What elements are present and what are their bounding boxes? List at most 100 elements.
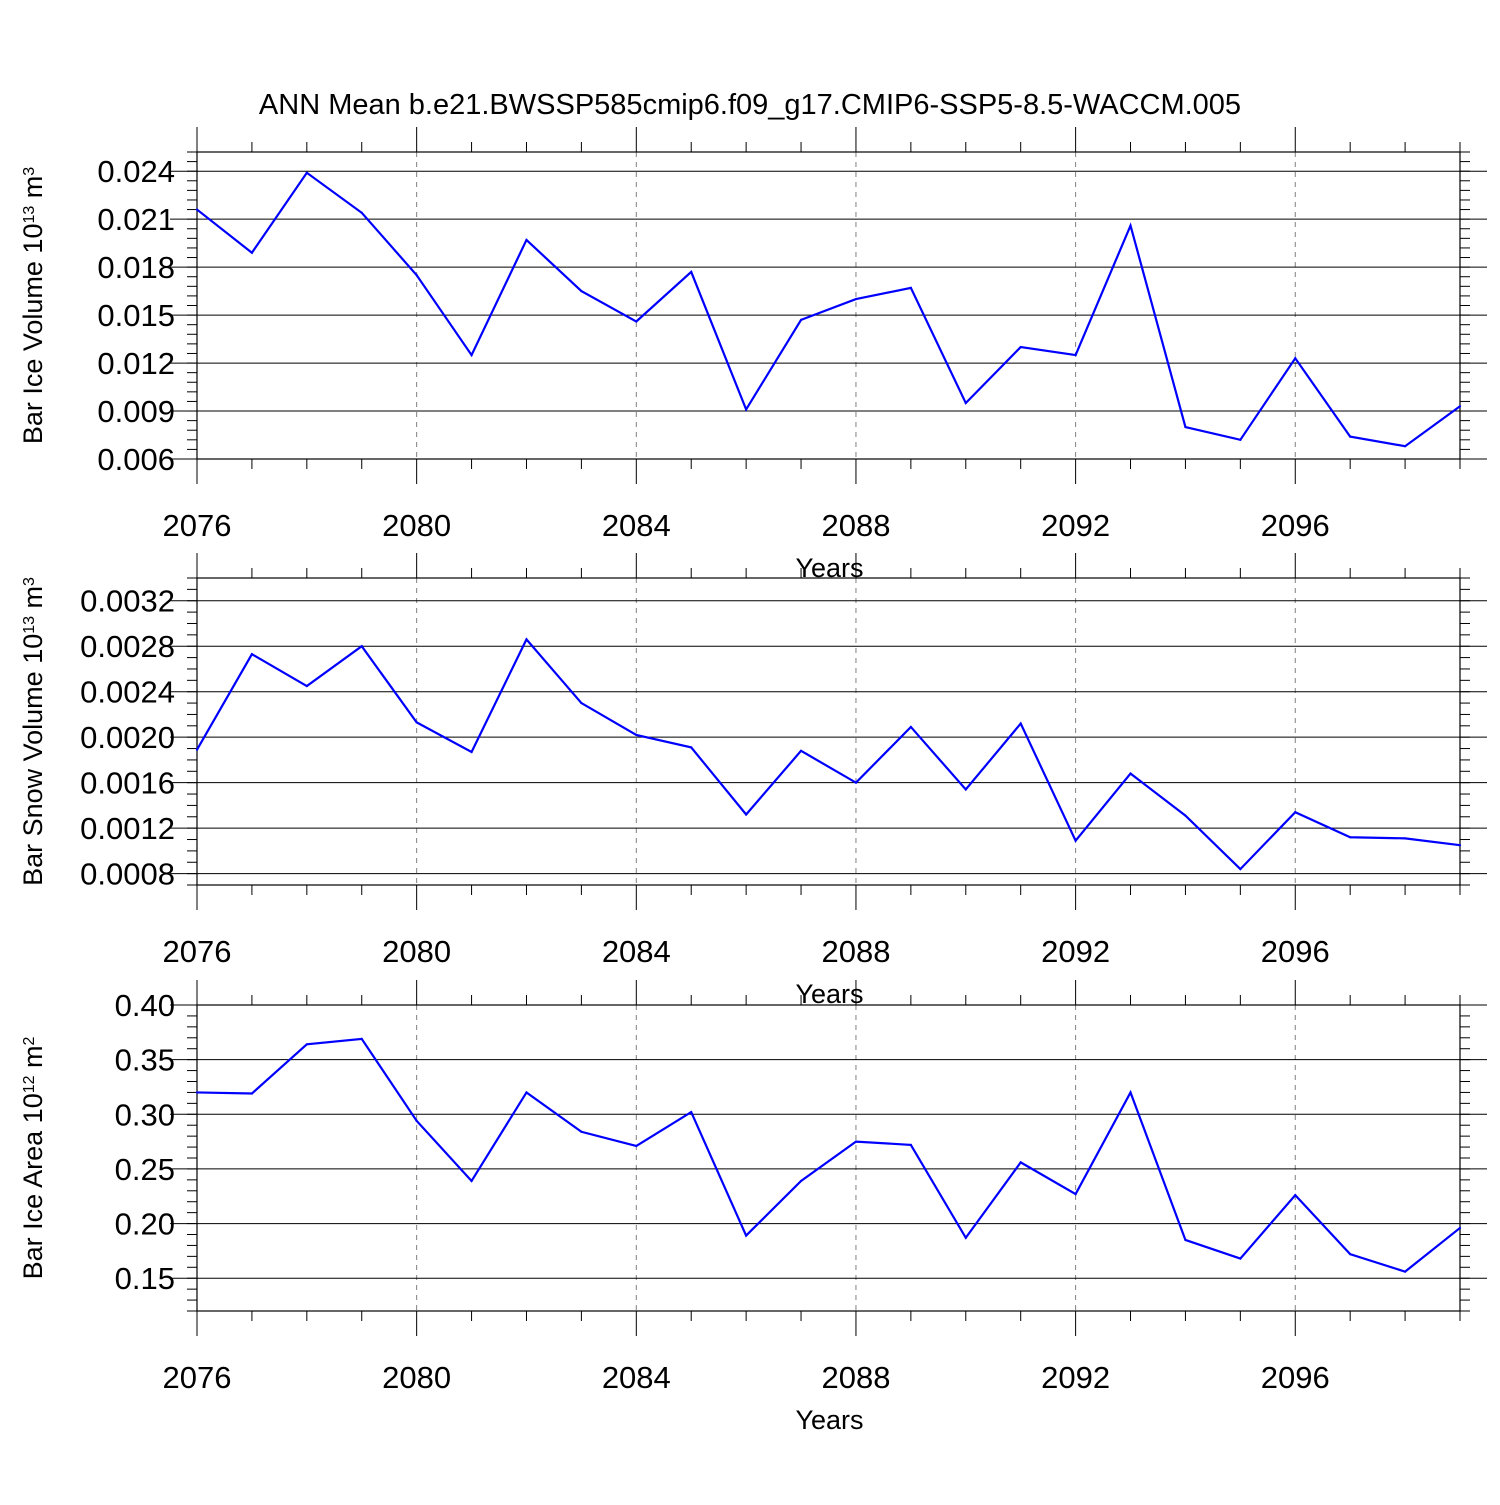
snow-volume-data-point <box>909 725 912 729</box>
snow-volume-data-point <box>1349 836 1352 839</box>
ice-area-data-point <box>1074 1192 1077 1196</box>
snow-volume-y-axis-title-exponent: 13 <box>21 616 38 634</box>
ice-volume-y-tick-label: 0.015 <box>97 298 175 333</box>
ice-volume-data-point <box>799 318 803 321</box>
ice-area-data-point <box>799 1179 803 1183</box>
ice-area-x-tick-label: 2084 <box>602 1360 671 1395</box>
snow-volume-data-point <box>854 781 858 784</box>
ice-volume-x-tick-label: 2088 <box>821 508 890 543</box>
ice-area-data-point <box>1403 1270 1407 1273</box>
snow-volume-plot-frame <box>196 577 1461 886</box>
snow-volume-data-point <box>1239 867 1242 871</box>
snow-volume-data-point <box>799 749 803 752</box>
ice-volume-x-tick-label: 2080 <box>382 508 451 543</box>
ice-area-data-point <box>1129 1091 1132 1094</box>
snow-volume-data-point <box>415 721 418 724</box>
ice-area-x-axis-title: Years <box>795 1405 863 1435</box>
snow-volume-data-point <box>964 788 967 791</box>
ice-area-data-point <box>195 1091 199 1094</box>
ice-volume-data-point <box>1239 438 1242 441</box>
ice-volume-data-point <box>1074 353 1077 357</box>
snow-volume-data-point <box>1129 772 1132 775</box>
snow-volume-x-tick-label: 2088 <box>821 934 890 969</box>
ice-volume-data-point <box>909 286 912 290</box>
ice-volume-data-point <box>1184 425 1187 429</box>
ice-area-x-tick-label: 2092 <box>1041 1360 1110 1395</box>
ice-volume-y-tick-label: 0.024 <box>97 154 175 189</box>
snow-volume-data-point <box>360 645 363 648</box>
snow-volume-data-point <box>1403 837 1407 840</box>
ice-area-x-tick-label: 2096 <box>1261 1360 1330 1395</box>
ice-volume-series-line <box>196 171 1461 448</box>
snow-volume-data-point <box>1458 844 1462 847</box>
ice-volume-y-axis-title-text: Bar Ice Volume 10 <box>18 224 48 445</box>
ice-volume-data-point <box>580 290 583 293</box>
snow-volume-x-tick-label: 2084 <box>602 934 671 969</box>
ice-volume-y-axis-title-unit: m <box>18 176 48 206</box>
ice-area-y-tick-label: 0.35 <box>115 1043 175 1078</box>
snow-volume-y-tick-label: 0.0028 <box>80 629 175 664</box>
ice-area-y-axis-title-exponent: 12 <box>21 1075 38 1093</box>
snow-volume-data-point <box>525 638 528 641</box>
ice-area-data-point <box>909 1143 912 1146</box>
snow-volume-panel: 0.0008 0.0012 0.0016 0.0020 0.0024 0.0028 0.00… <box>18 553 1487 1009</box>
ice-area-data-point <box>1019 1161 1022 1164</box>
ice-volume-y-tick-label: 0.018 <box>97 250 175 285</box>
ice-area-data-point <box>964 1236 967 1239</box>
chart-title: ANN Mean b.e21.BWSSP585cmip6.f09_g17.CMI… <box>259 89 1241 121</box>
ice-area-data-point <box>305 1043 308 1046</box>
ice-volume-data-point <box>250 251 254 254</box>
ice-area-data-point <box>580 1130 583 1133</box>
snow-volume-x-axis-title: Years <box>795 979 863 1009</box>
ice-volume-data-point <box>1458 405 1462 408</box>
ice-area-data-point <box>250 1092 254 1095</box>
snow-volume-data-point <box>250 653 254 656</box>
ice-volume-data-point <box>964 401 967 405</box>
snow-volume-data-point <box>1294 811 1297 814</box>
snow-volume-x-tick-label: 2076 <box>163 934 232 969</box>
ice-area-y-axis-title-unit-exponent: 2 <box>21 1036 38 1045</box>
ice-area-x-tick-label: 2076 <box>163 1360 232 1395</box>
ice-volume-data-point <box>1403 445 1407 448</box>
ice-volume-plot-frame <box>196 151 1461 460</box>
ice-volume-data-point <box>525 238 528 242</box>
ice-volume-data-point <box>745 408 748 411</box>
ice-area-x-tick-label: 2080 <box>382 1360 451 1395</box>
snow-volume-y-tick-label: 0.0008 <box>80 857 175 892</box>
ice-volume-data-point <box>690 270 693 274</box>
ice-volume-data-point <box>415 274 418 277</box>
ice-area-data-point <box>854 1140 858 1143</box>
ice-volume-data-point <box>1019 345 1022 349</box>
ice-volume-y-tick-label: 0.009 <box>97 394 175 429</box>
snow-volume-data-point <box>1019 722 1022 725</box>
snow-volume-data-point <box>745 813 748 816</box>
ice-area-y-tick-label: 0.40 <box>115 988 175 1023</box>
ice-volume-data-point <box>470 353 473 357</box>
ice-area-y-tick-label: 0.30 <box>115 1097 175 1132</box>
ice-volume-y-axis-title-exponent: 13 <box>21 206 38 224</box>
snow-volume-y-tick-label: 0.0024 <box>80 675 175 710</box>
snow-volume-data-point <box>1074 839 1077 842</box>
ice-area-y-axis-title-unit: m <box>18 1045 48 1075</box>
snow-volume-data-point <box>580 701 583 705</box>
ice-area-y-axis-title: Bar Ice Area 1012 m2 <box>18 1036 48 1279</box>
ice-area-x-tick-label: 2088 <box>821 1360 890 1395</box>
ice-volume-y-axis-title-unit-exponent: 3 <box>21 167 38 176</box>
ice-area-data-point <box>745 1234 748 1237</box>
snow-volume-y-axis-title-unit: m <box>18 586 48 616</box>
ice-area-y-tick-label: 0.20 <box>115 1207 175 1242</box>
snow-volume-data-point <box>305 684 308 688</box>
snow-volume-x-tick-label: 2080 <box>382 934 451 969</box>
ice-volume-x-tick-label: 2076 <box>163 508 232 543</box>
ice-area-panel: 0.15 0.20 0.25 0.30 0.35 0.40 2076 2080 2084 2088… <box>18 980 1487 1435</box>
ice-volume-panel: 0.006 0.009 0.012 0.015 0.018 0.021 0.024 2076 2… <box>18 127 1487 583</box>
ice-volume-data-point <box>635 320 638 323</box>
ice-volume-y-axis-title: Bar Ice Volume 1013 m3 <box>18 167 48 444</box>
ice-area-y-axis-title-text: Bar Ice Area 10 <box>18 1093 48 1279</box>
ice-volume-data-point <box>195 208 199 211</box>
ice-volume-x-tick-label: 2092 <box>1041 508 1110 543</box>
ice-volume-data-point <box>305 171 308 174</box>
ice-area-data-point <box>415 1119 418 1122</box>
ice-area-plot-frame <box>196 1004 1461 1312</box>
